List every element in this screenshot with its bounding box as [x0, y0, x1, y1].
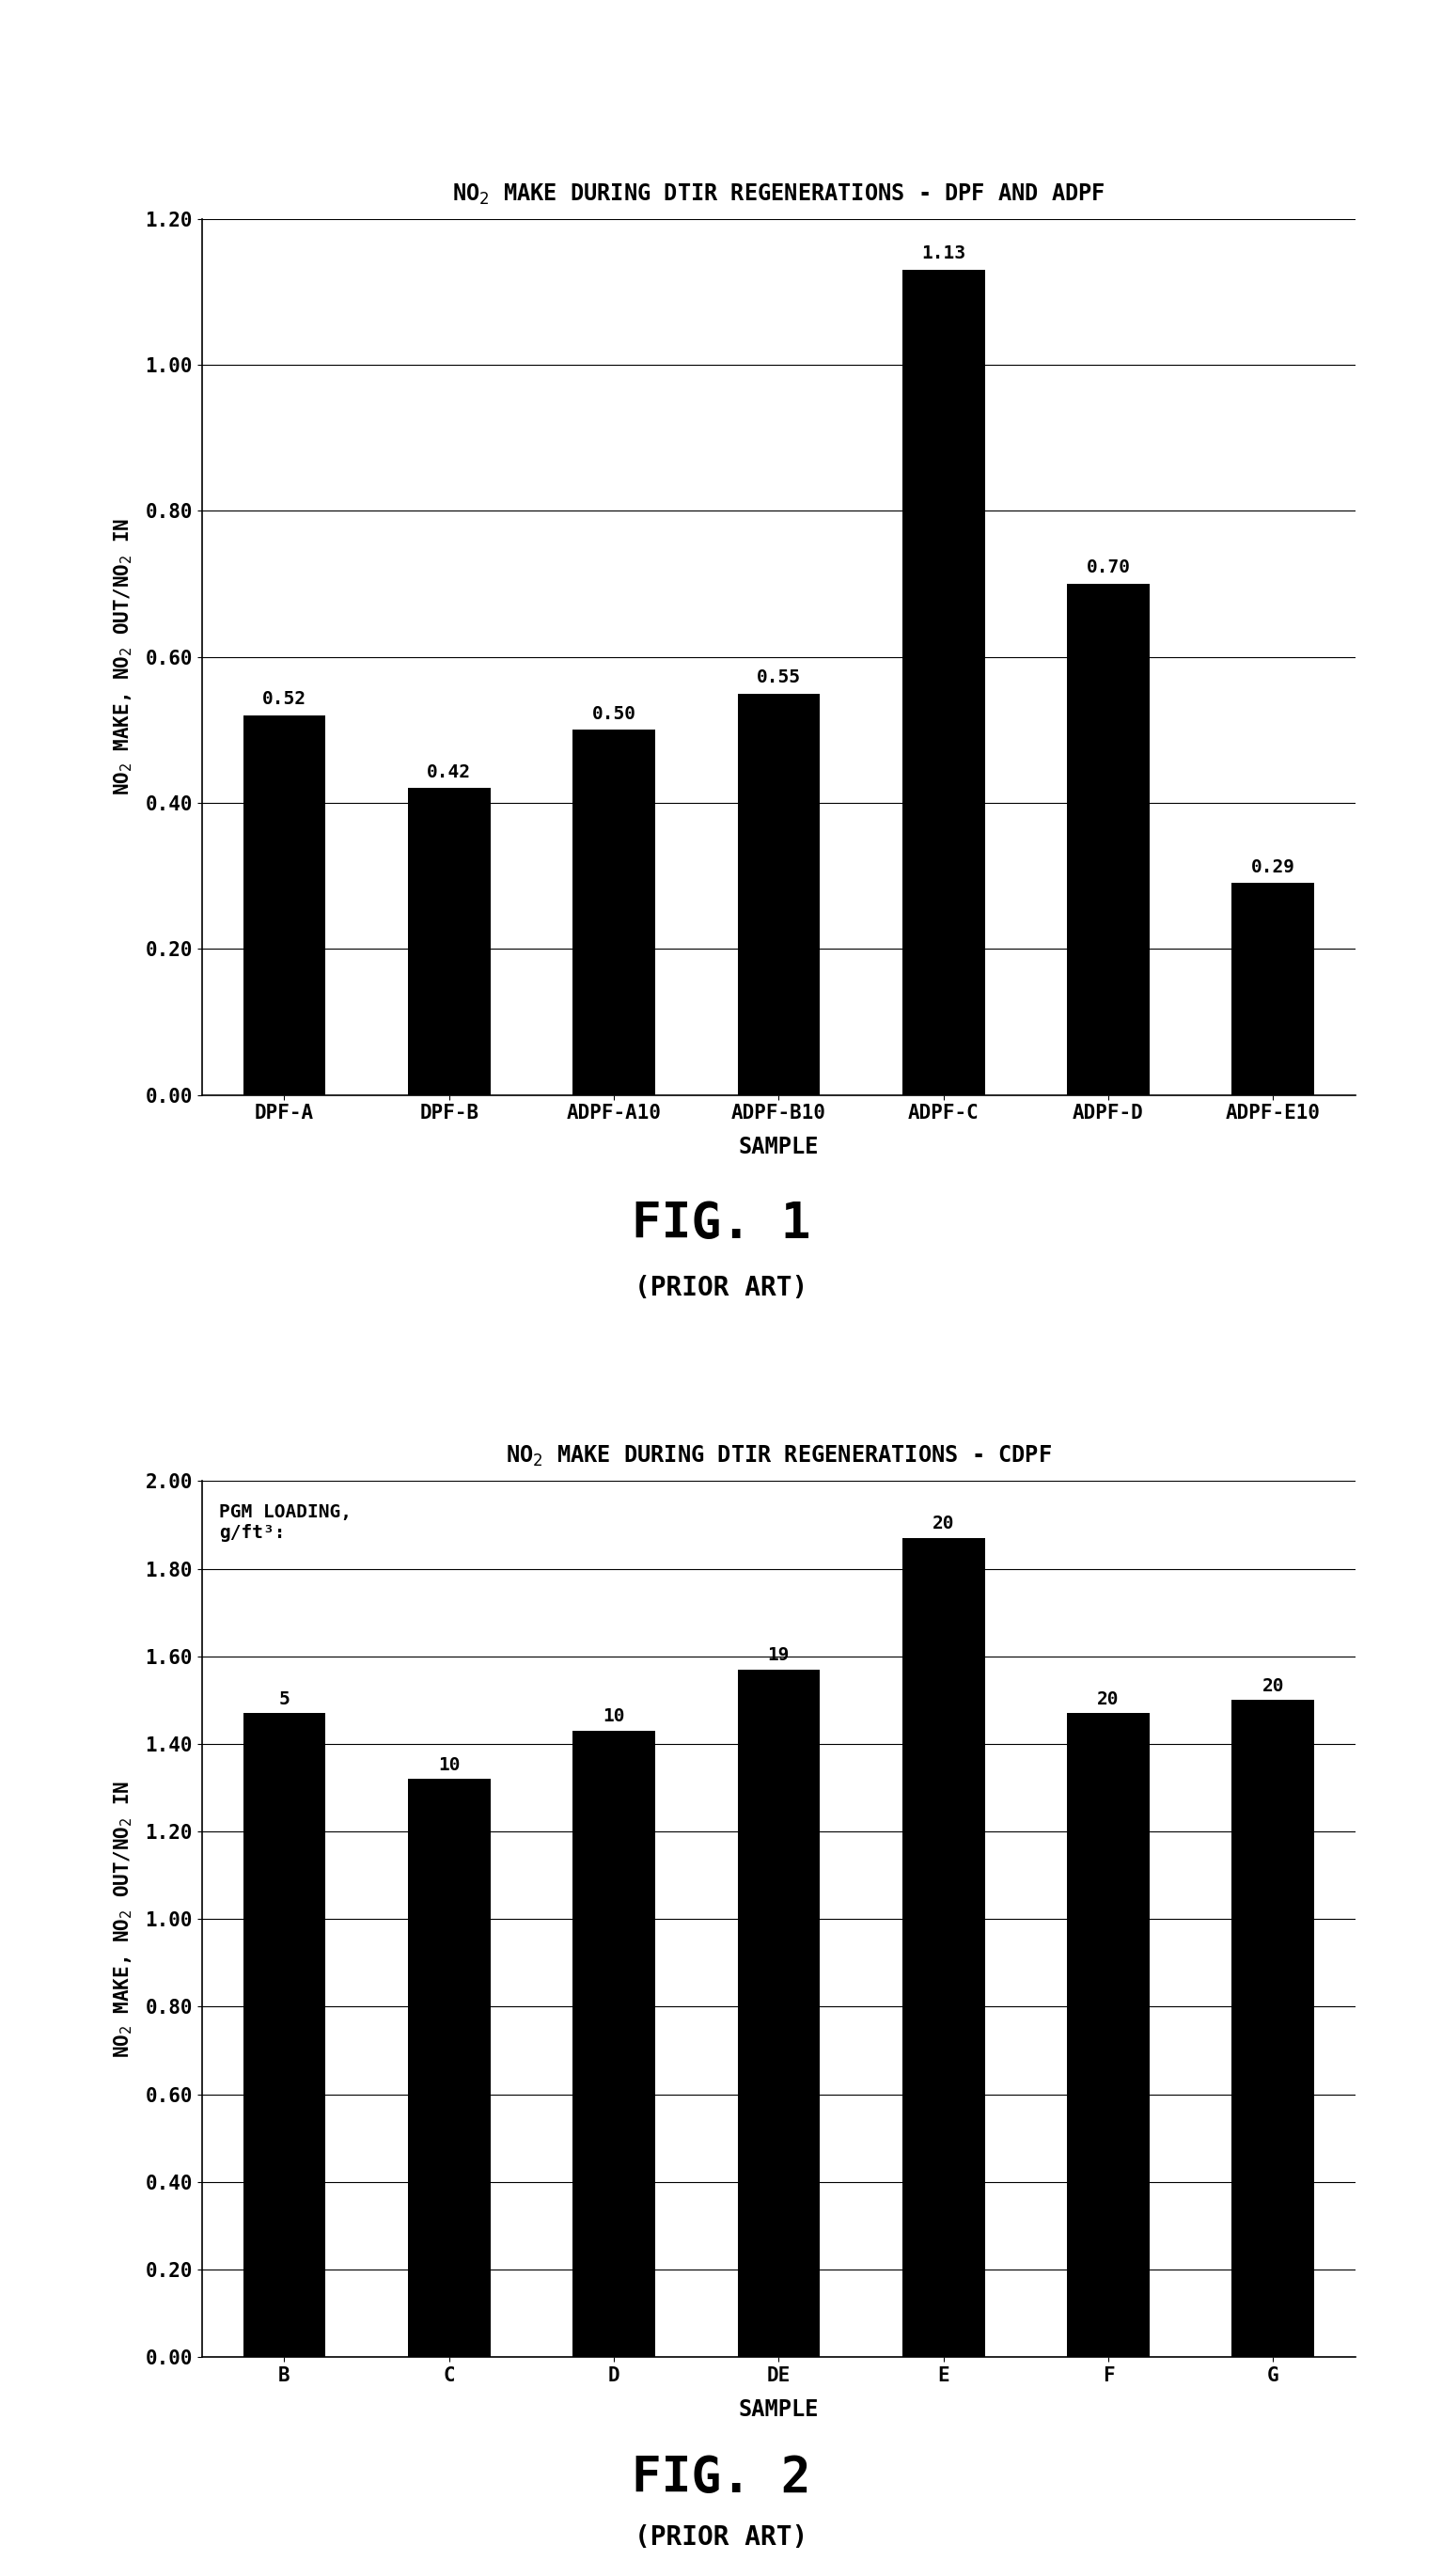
Text: 20: 20: [1097, 1690, 1119, 1708]
X-axis label: SAMPLE: SAMPLE: [738, 2398, 819, 2421]
Bar: [244, 716, 326, 1095]
Text: 10: 10: [603, 1708, 624, 1726]
Text: FIG. 1: FIG. 1: [632, 1200, 810, 1247]
Bar: [1067, 1713, 1149, 2357]
Text: PGM LOADING,
g/ft³:: PGM LOADING, g/ft³:: [219, 1502, 352, 1540]
Text: 0.55: 0.55: [757, 667, 800, 685]
Text: 10: 10: [438, 1757, 460, 1775]
Text: 0.42: 0.42: [427, 762, 472, 781]
Text: 0.52: 0.52: [262, 690, 306, 708]
Text: 1.13: 1.13: [921, 245, 966, 263]
Title: NO$_2$ MAKE DURING DTIR REGENERATIONS - CDPF: NO$_2$ MAKE DURING DTIR REGENERATIONS - …: [506, 1445, 1051, 1468]
Text: FIG. 2: FIG. 2: [632, 2455, 810, 2501]
Bar: [408, 1780, 490, 2357]
Title: NO$_2$ MAKE DURING DTIR REGENERATIONS - DPF AND ADPF: NO$_2$ MAKE DURING DTIR REGENERATIONS - …: [453, 183, 1105, 206]
Text: 0.50: 0.50: [591, 706, 636, 724]
Bar: [1067, 585, 1149, 1095]
Bar: [1231, 884, 1314, 1095]
Y-axis label: NO$_2$ MAKE, NO$_2$ OUT/NO$_2$ IN: NO$_2$ MAKE, NO$_2$ OUT/NO$_2$ IN: [112, 1780, 134, 2058]
Bar: [903, 1538, 985, 2357]
Text: 0.29: 0.29: [1252, 858, 1295, 876]
Bar: [1231, 1700, 1314, 2357]
Bar: [572, 1731, 655, 2357]
X-axis label: SAMPLE: SAMPLE: [738, 1136, 819, 1159]
Text: 20: 20: [1262, 1677, 1285, 1695]
Bar: [737, 693, 820, 1095]
Bar: [572, 729, 655, 1095]
Text: (PRIOR ART): (PRIOR ART): [634, 2524, 808, 2550]
Text: 0.70: 0.70: [1086, 559, 1131, 577]
Bar: [737, 1669, 820, 2357]
Bar: [903, 270, 985, 1095]
Text: (PRIOR ART): (PRIOR ART): [634, 1275, 808, 1301]
Bar: [408, 788, 490, 1095]
Text: 20: 20: [933, 1515, 955, 1533]
Text: 19: 19: [767, 1646, 790, 1664]
Bar: [244, 1713, 326, 2357]
Y-axis label: NO$_2$ MAKE, NO$_2$ OUT/NO$_2$ IN: NO$_2$ MAKE, NO$_2$ OUT/NO$_2$ IN: [112, 518, 134, 796]
Text: 5: 5: [278, 1690, 290, 1708]
